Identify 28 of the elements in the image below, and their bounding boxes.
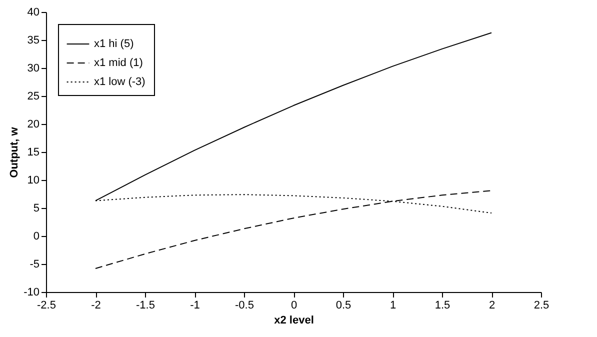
y-axis-title: Output, w (8, 126, 21, 178)
y-tick-label: 10 (27, 174, 40, 186)
y-tick-label: 35 (27, 34, 40, 46)
y-tick-label: -10 (24, 286, 40, 298)
x-tick-label: 0.5 (336, 300, 352, 312)
x-axis-title: x2 level (274, 314, 314, 326)
y-tick-label: 20 (27, 118, 40, 130)
y-tick-label: 15 (27, 146, 40, 158)
x-tick-label: 1 (390, 300, 396, 312)
y-tick-label: -5 (30, 258, 40, 270)
x-tick-label: -1 (190, 300, 200, 312)
legend-label: x1 hi (5) (94, 38, 134, 50)
x-tick-label: -1.5 (136, 300, 155, 312)
x-tick-label: -2.5 (37, 300, 56, 312)
x-tick-label: 2 (488, 300, 496, 312)
y-tick-label: 40 (27, 6, 40, 18)
legend-label: x1 mid (1) (94, 57, 143, 69)
y-tick-label: 25 (27, 90, 40, 102)
x-tick-label: -2 (91, 300, 101, 312)
y-tick-label: 30 (27, 62, 40, 74)
x-tick-label: -0.5 (235, 300, 254, 312)
line-series (95, 190, 492, 269)
legend-label: x1 low (-3) (94, 76, 146, 88)
y-tick-label: 5 (33, 202, 40, 214)
x-tick-label: 1.5 (434, 300, 450, 312)
y-tick-label: 0 (33, 230, 40, 242)
x-tick-label: 0 (290, 300, 298, 312)
x-tick-label: 2.5 (534, 300, 550, 312)
